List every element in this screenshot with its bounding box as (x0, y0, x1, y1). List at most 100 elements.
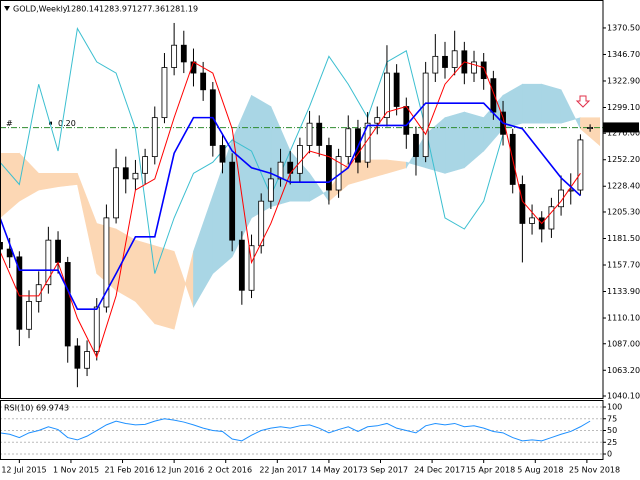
candle-body (0, 241, 3, 250)
candle-body (267, 178, 274, 202)
rsi-frame (0, 400, 604, 460)
x-tick-label: 25 Nov 2018 (569, 466, 620, 475)
candle-body (345, 128, 352, 158)
y-tick-label: 1346.70 (607, 50, 640, 59)
candle-body (200, 72, 207, 91)
x-tick-label: 12 Jul 2015 (1, 466, 46, 475)
candle-body (103, 217, 110, 308)
y-tick-label: 1322.90 (607, 76, 640, 85)
candle-body (93, 306, 100, 352)
candle-body (238, 239, 245, 291)
level-square (49, 121, 52, 125)
candle-body (142, 156, 149, 174)
line-layer (0, 61, 581, 359)
indicator-line (0, 27, 504, 274)
candle-body (529, 217, 535, 224)
candle-body (490, 78, 497, 113)
candle-body (229, 161, 236, 241)
rsi-tick-label: 25 (607, 438, 617, 447)
rsi-value: 69.9743 (36, 404, 69, 413)
candle-body (413, 133, 419, 158)
x-tick-label: 22 Jan 2017 (259, 466, 307, 475)
candle-body (161, 67, 168, 119)
price-tag-label: 1281.19 (606, 123, 639, 132)
chart-title: GOLD,Weekly (13, 5, 68, 14)
cloud-layer (0, 83, 601, 330)
level-label: 0.20 (58, 119, 76, 128)
candle-body (480, 61, 487, 80)
candle-body (16, 256, 23, 330)
candle-body (587, 127, 594, 130)
x-tick-label: 12 Jun 2016 (156, 466, 204, 475)
price-tag (603, 122, 639, 133)
ohlc-low: 1277.36 (132, 5, 165, 14)
rsi-layer: 100 75 50 25 0 (0, 403, 622, 459)
y-tick-label: 1228.40 (607, 182, 640, 191)
rsi-tick-label: 0 (607, 450, 612, 459)
candle-body (277, 161, 284, 180)
candle-body (55, 239, 61, 263)
x-tick-label: 24 Dec 2017 (414, 466, 465, 475)
rsi-tick-label: 100 (607, 403, 622, 412)
level-marker: # (6, 119, 13, 128)
candle-body (26, 301, 32, 330)
candle-body (384, 72, 390, 119)
candle-body (45, 239, 52, 286)
y-tick-label: 1299.10 (607, 103, 640, 112)
x-tick-label: 14 May 2017 (311, 466, 363, 475)
candle-body (151, 117, 158, 158)
cloud-segment (115, 228, 136, 302)
candle-body (548, 206, 555, 230)
candle-body (113, 167, 119, 219)
x-tick-label: 1 Nov 2015 (53, 466, 99, 475)
candle-body (316, 122, 323, 146)
candle-body (403, 106, 410, 135)
candle-body (219, 145, 226, 163)
axes-layer: 1370.50 1346.70 1322.90 1299.10 1276.00 1252.… (1, 23, 640, 474)
candle-body (258, 200, 265, 247)
ohlc-high: 1283.97 (99, 5, 132, 14)
y-tick-label: 1110.10 (607, 314, 640, 323)
cloud-segment (444, 111, 465, 174)
x-tick-label: 15 Apr 2018 (466, 466, 515, 475)
y-tick-label: 1157.70 (607, 260, 640, 269)
cloud-segment (57, 173, 78, 188)
y-tick-label: 1276.00 (607, 129, 640, 138)
candle-body (84, 351, 90, 369)
y-tick-label: 1133.90 (607, 287, 640, 296)
candle-body (122, 167, 129, 180)
candle-body (393, 72, 400, 107)
candle-body (451, 50, 458, 68)
alert-arrow (575, 95, 591, 108)
y-tick-label: 1370.50 (607, 23, 640, 32)
y-tick-label: 1087.00 (607, 339, 640, 348)
rsi-line (0, 418, 591, 442)
candle-body (74, 345, 81, 369)
y-tick-label: 1252.20 (607, 155, 640, 164)
candle-body (64, 262, 71, 347)
ohlc-close: 1281.19 (165, 5, 198, 14)
candle-body (326, 145, 332, 191)
ohlc-open: 1280.14 (66, 5, 99, 14)
candle-layer (0, 22, 594, 388)
cloud-segment (154, 245, 175, 330)
candle-body (132, 172, 139, 180)
x-tick-label: 21 Feb 2016 (105, 466, 155, 475)
rsi-tick-label: 75 (607, 414, 617, 423)
candle-body (442, 55, 448, 68)
candle-body (577, 139, 584, 191)
cloud-segment (541, 83, 562, 124)
candle-body (374, 117, 381, 124)
plot-layers: #0.20 100 75 50 25 0 1370.50 1346.70 1322.90 12… (0, 22, 640, 475)
y-tick-label: 1063.20 (607, 366, 640, 375)
y-tick-label: 1181.50 (607, 234, 640, 243)
y-tick-label: 1040.10 (607, 391, 640, 400)
candle-body (296, 145, 303, 174)
candle-body (422, 72, 429, 158)
candle-body (180, 44, 187, 63)
x-tick-label: 3 Sep 2017 (363, 466, 409, 475)
candle-body (35, 284, 42, 302)
menu-arrow (4, 6, 10, 11)
x-tick-label: 2 Oct 2016 (208, 466, 252, 475)
